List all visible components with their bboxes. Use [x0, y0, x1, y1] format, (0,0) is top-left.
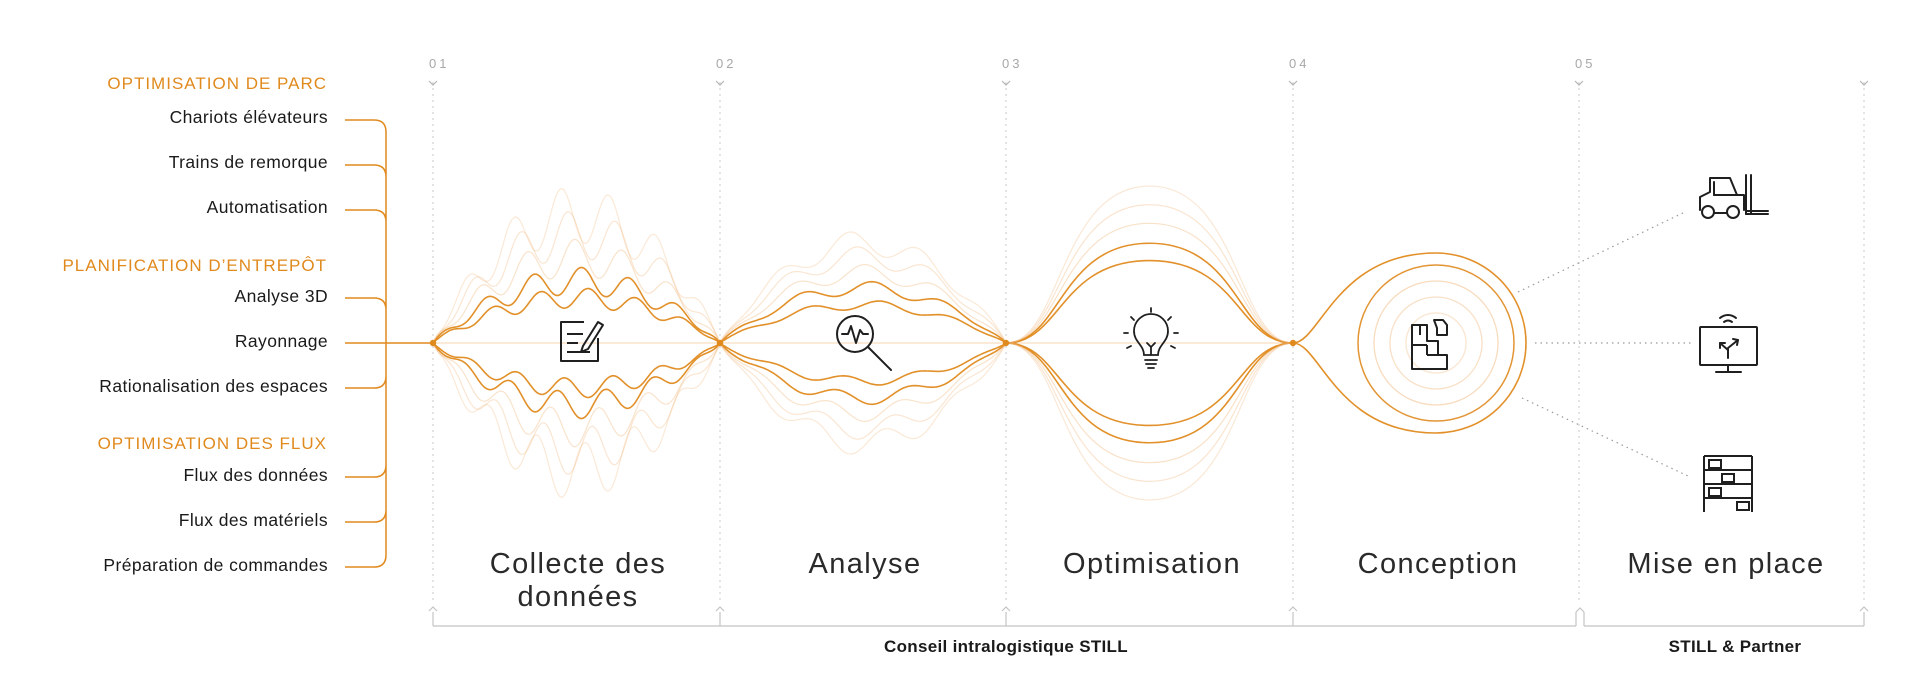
wave-line [719, 342, 1007, 440]
lightbulb-icon [1123, 307, 1179, 369]
wave-line [432, 342, 721, 420]
wave-line [432, 342, 721, 448]
top-chevrons [428, 80, 1869, 86]
output-connectors [1517, 211, 1692, 477]
curve-line [1005, 185, 1294, 344]
curve-line [1005, 342, 1294, 482]
wave-line [432, 342, 721, 399]
wave-line [719, 342, 1007, 455]
monitor-route-icon [1699, 314, 1758, 373]
group-label-conseil: Conseil intralogistique STILL [884, 637, 1128, 656]
item-bracket [345, 119, 433, 568]
optimisation-waves [1005, 185, 1294, 501]
ring-outline [1292, 252, 1527, 434]
bottom-bracket [428, 606, 1869, 627]
magnifier-pulse-icon [836, 315, 892, 371]
curve-line [1005, 342, 1294, 427]
junction-dots [429, 339, 1297, 347]
curve-line [1005, 204, 1294, 344]
wave-line [719, 231, 1007, 344]
item-preparation: Préparation de commandes [103, 555, 328, 575]
curve-line [1005, 222, 1294, 344]
wave-line [432, 266, 721, 344]
document-edit-icon [560, 321, 604, 362]
stage-label-mise-en-place: Mise en place [1627, 548, 1825, 580]
item-trains: Trains de remorque [168, 152, 328, 172]
floor-plan-icon [1411, 319, 1448, 370]
group-label-partner: STILL & Partner [1668, 637, 1802, 656]
curve-line [1005, 242, 1294, 344]
forklift-icon [1699, 174, 1769, 219]
item-flux-materiels: Flux des matériels [178, 510, 328, 530]
step-guides [432, 82, 1865, 600]
wave-line [719, 342, 1007, 423]
item-rationalisation: Rationalisation des espaces [99, 376, 328, 396]
item-flux-donnees: Flux des données [183, 465, 328, 485]
ring-circle [1373, 280, 1499, 406]
stage-label-collecte: Collecte des données [489, 548, 667, 613]
ring-circle [1405, 312, 1467, 374]
item-chariots: Chariots élévateurs [169, 107, 328, 127]
stage-label-optimisation: Optimisation [1063, 548, 1241, 580]
wave-line [432, 342, 721, 475]
step-number-04: 04 [1289, 56, 1310, 71]
ring-circle [1357, 264, 1515, 422]
wave-line [432, 211, 721, 344]
wave-line [432, 342, 721, 498]
step-number-01: 01 [429, 56, 450, 71]
ring-circle [1389, 296, 1483, 390]
step-number-03: 03 [1002, 56, 1023, 71]
item-automatisation: Automatisation [206, 197, 328, 217]
stage-label-analyse: Analyse [808, 548, 922, 580]
conception-rings [1292, 252, 1527, 434]
category-parc-title: OPTIMISATION DE PARC [107, 74, 327, 93]
wave-line [719, 342, 1007, 406]
collecte-waves [432, 188, 721, 498]
curve-line [1005, 259, 1294, 344]
wave-line [719, 246, 1007, 344]
step-number-05: 05 [1575, 56, 1596, 71]
shelving-rack-icon [1703, 455, 1753, 512]
wave-line [719, 280, 1007, 344]
wave-line [719, 342, 1007, 386]
analyse-waves [719, 231, 1007, 455]
curve-line [1005, 342, 1294, 501]
curve-line [1005, 342, 1294, 444]
wave-line [432, 287, 721, 344]
wave-line [432, 238, 721, 344]
curve-line [1005, 342, 1294, 464]
stage-label-conception: Conception [1357, 548, 1519, 580]
item-rayonnage: Rayonnage [234, 331, 328, 351]
wave-line [432, 188, 721, 344]
category-flux-title: OPTIMISATION DES FLUX [97, 434, 327, 453]
item-analyse-3d: Analyse 3D [234, 286, 328, 306]
step-number-02: 02 [716, 56, 737, 71]
wave-line [719, 263, 1007, 344]
wave-line [719, 300, 1007, 344]
category-entrepot-title: PLANIFICATION D’ENTREPÔT [62, 256, 327, 275]
